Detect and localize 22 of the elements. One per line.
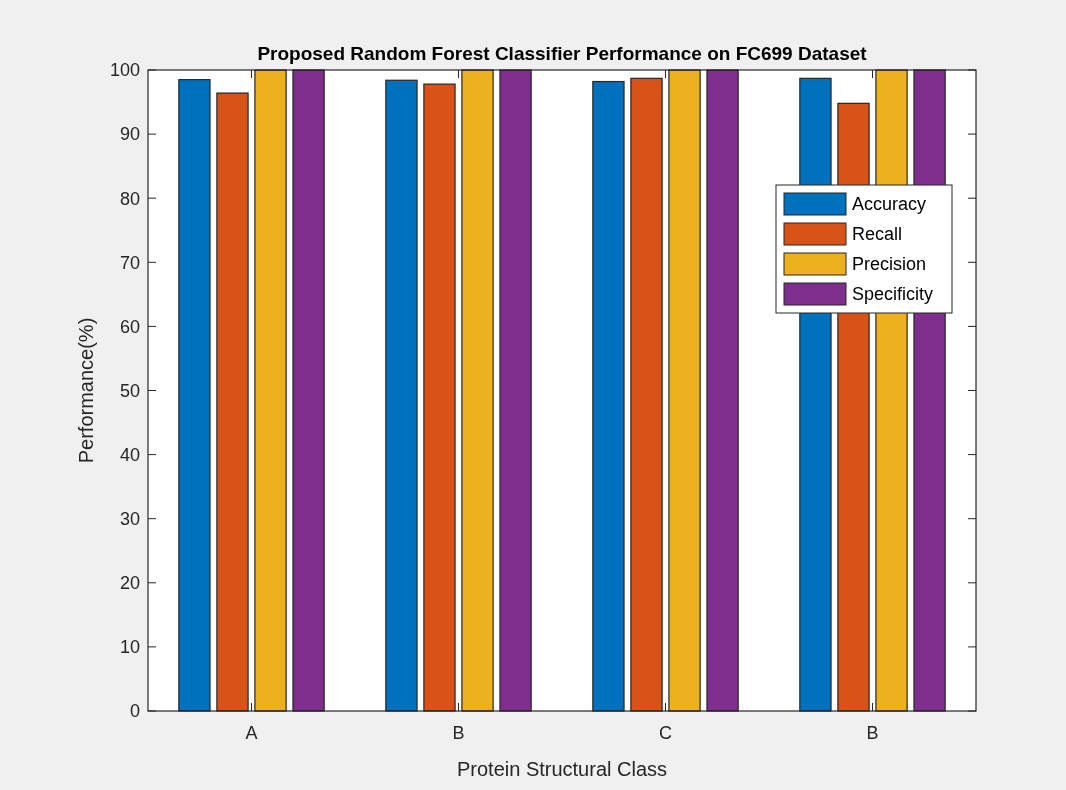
legend-label: Accuracy (852, 194, 927, 215)
y-tick-label: 80 (119, 188, 140, 209)
x-tick-label: A (245, 723, 258, 743)
x-tick-label: B (866, 723, 879, 743)
y-tick-label: 40 (119, 444, 140, 465)
x-tick-label: B (452, 723, 465, 743)
y-tick-label: 70 (119, 252, 140, 273)
legend-label: Specificity (852, 284, 934, 305)
y-tick-label: 90 (119, 124, 140, 145)
y-tick-label: 100 (109, 60, 140, 81)
x-axis-title: Protein Structural Class (456, 758, 668, 780)
x-tick-label: C (659, 723, 672, 743)
y-tick-label: 60 (119, 316, 140, 337)
y-tick-label: 10 (119, 637, 140, 658)
legend-label: Recall (852, 224, 903, 245)
y-axis-title: Performance(%) (75, 317, 97, 464)
y-tick-label: 30 (119, 509, 140, 529)
legend-label: Precision (852, 254, 927, 275)
chart-title: Proposed Random Forest Classifier Performance on FC699 Dataset (257, 43, 868, 64)
y-tick-label: 50 (119, 380, 140, 401)
y-tick-label: 20 (119, 573, 140, 594)
y-tick-label: 0 (129, 701, 140, 722)
